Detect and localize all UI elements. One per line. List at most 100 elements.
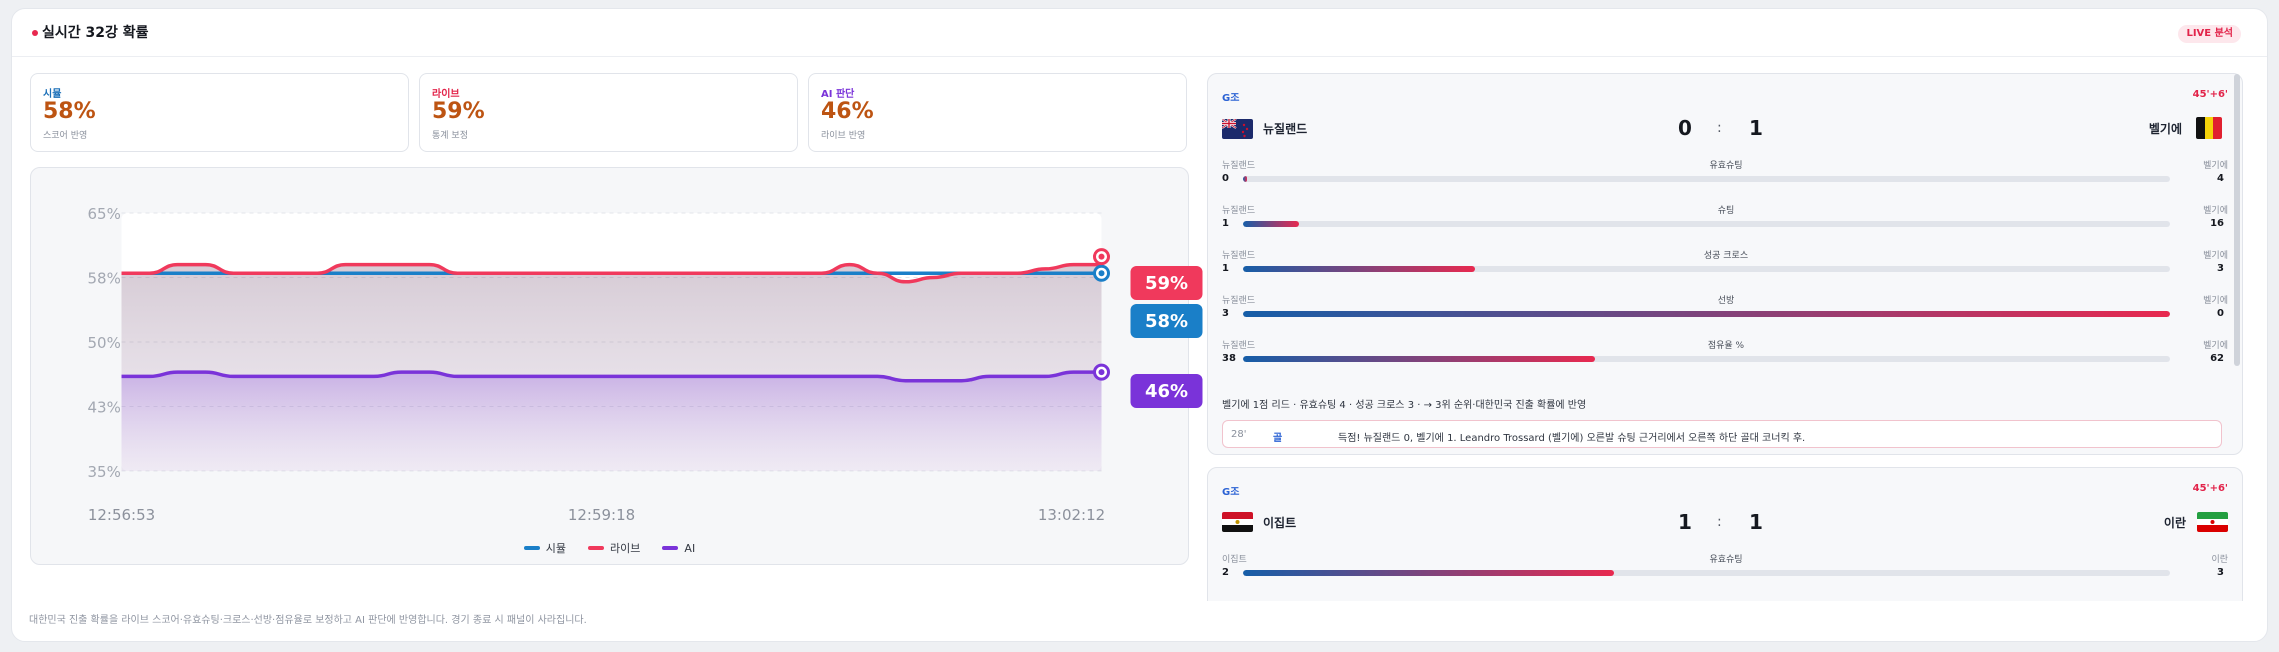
card-label: 시뮬 <box>43 89 62 100</box>
stat-home-value: 3 <box>1222 308 1229 319</box>
event-minute: 28' <box>1231 429 1247 440</box>
stat-away-team: 벨기에 <box>2203 161 2228 171</box>
score-separator: : <box>1717 120 1722 136</box>
card-live: 라이브 59% 통계 보정 <box>419 73 798 152</box>
series-line-live <box>121 262 1102 284</box>
stat-bar <box>1243 176 2170 182</box>
ai-area <box>121 372 1102 471</box>
end-value-tag <box>1130 266 1203 300</box>
match-list[interactable]: G조 45'+6' 뉴질랜드 0 : 1 벨기에 뉴질랜드 유효슈팅 벨기에 0 4 뉴질… <box>1207 73 2243 601</box>
card-value: 59% <box>432 99 485 124</box>
stat-home-team: 뉴질랜드 <box>1222 206 1256 216</box>
stat-bar-fill <box>1243 570 1614 576</box>
legend-item-sim[interactable]: 시뮬 <box>523 540 567 556</box>
flag-belgium-icon <box>2196 117 2222 139</box>
card-sub: 라이브 반영 <box>821 131 866 141</box>
flag-egypt-icon <box>1222 512 1253 532</box>
legend-swatch <box>588 546 605 550</box>
match-time: 45'+6' <box>2192 483 2228 494</box>
stat-away-value: 0 <box>2217 308 2224 319</box>
y-tick-label: 58% <box>88 270 121 288</box>
away-score: 1 <box>1749 116 1763 140</box>
event-type: 골 <box>1273 433 1283 444</box>
stat-name: 유효슈팅 <box>1709 161 1743 171</box>
x-tick-label: 13:02:12 <box>1038 506 1105 524</box>
live-dot-icon <box>32 30 38 36</box>
match-card: G조 45'+6' 이집트 1 : 1 이란 이집트 유효슈팅 이란 2 3 <box>1207 467 2243 601</box>
end-value-label: 59% <box>1145 273 1188 294</box>
stat-away-team: 벨기에 <box>2203 206 2228 216</box>
y-tick-label: 43% <box>88 399 121 417</box>
home-score: 1 <box>1678 510 1692 534</box>
home-score: 0 <box>1678 116 1692 140</box>
match-time: 45'+6' <box>2192 89 2228 100</box>
event-row[interactable]: 28' 골 득점! 뉴질랜드 0, 벨기에 1. Leandro Trossar… <box>1222 420 2222 448</box>
stat-bar <box>1243 356 2170 362</box>
stat-home-value: 0 <box>1222 173 1229 184</box>
stat-home-value: 2 <box>1222 567 1229 578</box>
stat-name: 슈팅 <box>1717 206 1735 216</box>
card-ai: AI 판단 46% 라이브 반영 <box>808 73 1187 152</box>
y-tick-label: 35% <box>88 463 121 481</box>
stat-bar-fill <box>1243 176 1247 182</box>
stat-bar <box>1243 311 2170 317</box>
stat-bar <box>1243 570 2170 576</box>
away-team-name: 벨기에 <box>2148 122 2182 136</box>
match-group: G조 <box>1222 93 1240 104</box>
stat-bar <box>1243 266 2170 272</box>
away-team-name: 이란 <box>2163 516 2186 530</box>
card-value: 46% <box>821 99 874 124</box>
end-marker-core <box>1098 253 1105 260</box>
stat-away-team: 벨기에 <box>2203 341 2228 351</box>
x-tick-label: 12:56:53 <box>88 506 155 524</box>
series-line-ai <box>121 370 1102 383</box>
probability-panel: 실시간 32강 확률 LIVE 분석 시뮬 58% 스코어 반영 라이브 59%… <box>11 8 2268 642</box>
scrollbar[interactable] <box>2234 74 2240 366</box>
stat-home-value: 1 <box>1222 218 1229 229</box>
chart-svg: 65% 58% 50% 43% 35% 12:56:53 12:59:18 13:02:12 5… <box>88 205 1203 524</box>
stat-bar-fill <box>1243 221 1299 227</box>
match-card: G조 45'+6' 뉴질랜드 0 : 1 벨기에 뉴질랜드 유효슈팅 벨기에 0 4 뉴질… <box>1207 73 2243 455</box>
stat-away-team: 벨기에 <box>2203 251 2228 261</box>
stat-home-value: 1 <box>1222 263 1229 274</box>
stat-name: 유효슈팅 <box>1709 555 1743 565</box>
legend-label: AI <box>684 541 696 555</box>
card-value: 58% <box>43 99 96 124</box>
end-value-tag <box>1130 304 1203 338</box>
flag-new-zealand-icon <box>1222 119 1253 139</box>
legend-swatch <box>662 546 679 550</box>
card-label: AI 판단 <box>821 89 855 100</box>
end-marker-core <box>1098 369 1105 376</box>
legend-label: 시뮬 <box>545 542 567 555</box>
stat-name: 선방 <box>1717 296 1735 306</box>
end-value-label: 58% <box>1145 311 1188 332</box>
stat-bar-fill <box>1243 311 2170 317</box>
stat-bar-fill <box>1243 356 1596 362</box>
x-tick-label: 12:59:18 <box>568 506 635 524</box>
legend-item-ai[interactable]: AI <box>662 540 695 556</box>
footnote: 대한민국 진출 확률을 라이브 스코어·유효슈팅·크로스·선방·점유율로 보정하… <box>29 615 587 626</box>
stat-away-value: 4 <box>2217 173 2224 184</box>
stat-bar-fill <box>1243 266 1475 272</box>
stat-away-team: 이란 <box>2211 555 2228 565</box>
event-text: 득점! 뉴질랜드 0, 벨기에 1. Leandro Trossard (벨기에… <box>1338 433 1806 444</box>
y-tick-label: 50% <box>88 334 121 352</box>
stat-home-team: 뉴질랜드 <box>1222 341 1256 351</box>
stat-home-team: 뉴질랜드 <box>1222 161 1256 171</box>
stat-home-team: 뉴질랜드 <box>1222 251 1256 261</box>
card-sub: 통계 보정 <box>432 131 468 141</box>
legend-label: 라이브 <box>610 542 641 555</box>
live-badge: LIVE 분석 <box>2178 25 2241 43</box>
y-tick-label: 65% <box>88 205 121 223</box>
legend-item-live[interactable]: 라이브 <box>588 540 640 556</box>
home-team-name: 뉴질랜드 <box>1263 122 1308 136</box>
chart-legend: 시뮬 라이브 AI <box>31 540 1188 556</box>
stat-away-value: 16 <box>2210 218 2224 229</box>
end-value-label: 46% <box>1145 381 1188 402</box>
stat-home-value: 38 <box>1222 353 1236 364</box>
match-group: G조 <box>1222 487 1240 498</box>
away-score: 1 <box>1749 510 1763 534</box>
card-label: 라이브 <box>432 89 460 100</box>
stat-home-team: 이집트 <box>1222 555 1247 565</box>
match-summary: 벨기에 1점 리드 · 유효슈팅 4 · 성공 크로스 3 · → 3위 순위·… <box>1222 400 1587 411</box>
